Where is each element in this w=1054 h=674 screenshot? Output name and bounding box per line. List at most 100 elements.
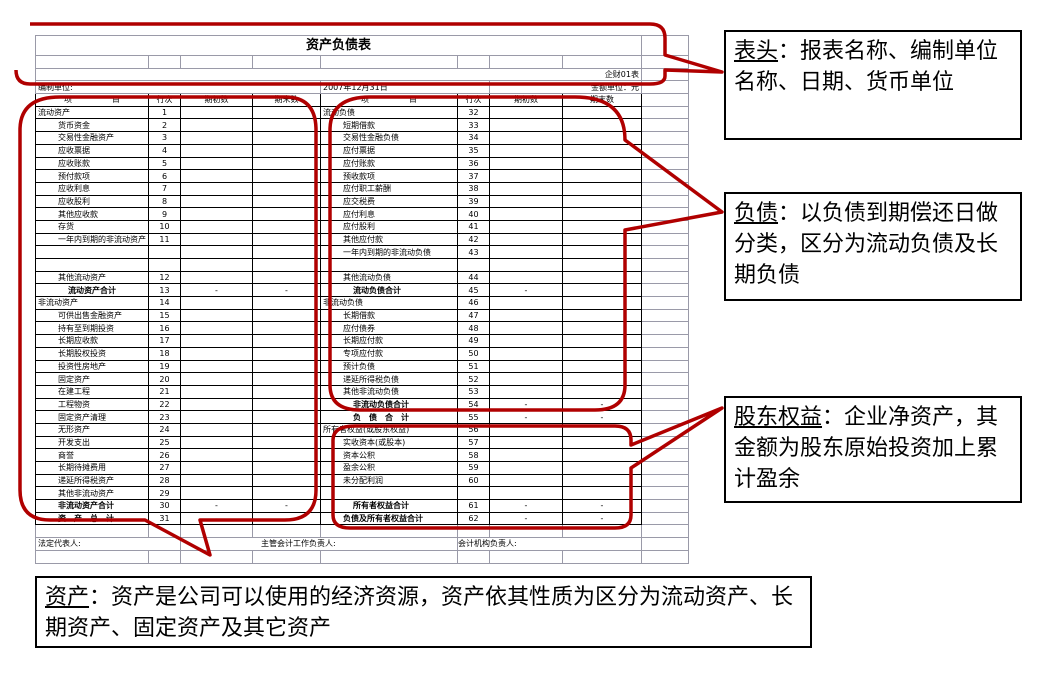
sheet-title: 资产负债表	[35, 35, 642, 56]
item-name: 存货	[35, 219, 149, 234]
line-number: 25	[148, 435, 181, 450]
item-name: 应收票据	[35, 143, 149, 158]
opening-balance	[180, 258, 253, 272]
opening-balance: -	[489, 397, 563, 412]
opening-balance	[180, 219, 253, 234]
line-number: 2	[148, 118, 181, 133]
table-row: 长期应收款 17 长期应付款 49	[35, 334, 689, 348]
opening-balance	[180, 207, 253, 221]
opening-balance	[489, 448, 563, 462]
column-header: 行次	[148, 93, 181, 107]
closing-balance	[252, 194, 321, 209]
closing-balance	[562, 359, 642, 374]
line-number: 53	[457, 384, 490, 399]
closing-balance: -	[252, 511, 321, 526]
closing-balance	[562, 346, 642, 361]
closing-balance	[252, 143, 321, 158]
column-header: 期末数	[562, 93, 642, 107]
opening-balance	[489, 194, 563, 209]
opening-balance	[180, 461, 253, 475]
closing-balance	[562, 422, 642, 437]
opening-balance	[180, 156, 253, 171]
item-name: 应收利息	[35, 181, 149, 196]
closing-balance	[252, 296, 321, 310]
closing-balance	[252, 321, 321, 336]
table-row: 流动资产 1 流动负债 32	[35, 105, 689, 120]
line-number: 38	[457, 181, 490, 196]
closing-balance	[252, 461, 321, 475]
item-name: 专项应付款	[320, 346, 458, 361]
closing-balance	[252, 118, 321, 133]
item-name: 盈余公积	[320, 461, 458, 475]
table-row: 可供出售金融资产 15 长期借款 47	[35, 308, 689, 323]
opening-balance	[180, 410, 253, 424]
closing-balance	[562, 131, 642, 145]
table-row: 应收票据 4 应付票据 35	[35, 143, 689, 158]
opening-balance	[180, 359, 253, 374]
table-row: 其他应收款 9 应付利息 40	[35, 207, 689, 221]
opening-balance	[180, 372, 253, 386]
line-number: 20	[148, 372, 181, 386]
opening-balance	[489, 296, 563, 310]
item-name: 长期待摊费用	[35, 461, 149, 475]
opening-balance	[489, 245, 563, 259]
item-name: 长期股权投资	[35, 346, 149, 361]
line-number: 34	[457, 131, 490, 145]
closing-balance	[562, 296, 642, 310]
line-number: 41	[457, 219, 490, 234]
item-name: 交易性金融负债	[320, 131, 458, 145]
column-header: 项 目	[320, 93, 458, 107]
table-row: 投资性房地产 19 预计负债 51	[35, 359, 689, 374]
closing-balance	[562, 105, 642, 120]
column-header: 期初数	[489, 93, 563, 107]
opening-balance	[180, 143, 253, 158]
closing-balance	[252, 422, 321, 437]
closing-balance	[252, 473, 321, 488]
table-row: 应收账款 5 应付账款 36	[35, 156, 689, 171]
line-number: 18	[148, 346, 181, 361]
opening-balance	[489, 346, 563, 361]
item-name: 工程物资	[35, 397, 149, 412]
closing-balance	[562, 169, 642, 183]
line-number: 46	[457, 296, 490, 310]
line-number: 36	[457, 156, 490, 171]
line-number: 45	[457, 283, 490, 298]
closing-balance	[562, 194, 642, 209]
closing-balance	[562, 372, 642, 386]
opening-balance	[489, 181, 563, 196]
closing-balance	[252, 384, 321, 399]
item-name: 流动负债合计	[320, 283, 458, 298]
closing-balance: -	[252, 283, 321, 298]
closing-balance	[562, 486, 642, 501]
item-name: 短期借款	[320, 118, 458, 133]
line-number: 35	[457, 143, 490, 158]
report-date: 2007年12月31日	[320, 80, 490, 95]
line-number: 54	[457, 397, 490, 412]
item-name: 长期应收款	[35, 334, 149, 348]
item-name: 资 产 总 计	[35, 511, 149, 526]
line-number: 59	[457, 461, 490, 475]
line-number: 33	[457, 118, 490, 133]
table-row: 在建工程 21 其他非流动负债 53	[35, 384, 689, 399]
line-number	[457, 486, 490, 501]
opening-balance	[180, 473, 253, 488]
opening-balance: -	[180, 283, 253, 298]
closing-balance	[562, 435, 642, 450]
opening-balance	[489, 422, 563, 437]
item-name	[320, 258, 458, 272]
opening-balance	[489, 131, 563, 145]
line-number: 10	[148, 219, 181, 234]
table-row: 长期待摊费用 27 盈余公积 59	[35, 461, 689, 475]
opening-balance	[489, 169, 563, 183]
opening-balance: -	[180, 511, 253, 526]
unit-label: 编制单位:	[35, 80, 321, 95]
item-name: 流动资产	[35, 105, 149, 120]
item-name: 一年内到期的非流动负债	[320, 245, 458, 259]
line-number: 9	[148, 207, 181, 221]
item-name: 在建工程	[35, 384, 149, 399]
closing-balance: -	[562, 511, 642, 526]
opening-balance	[489, 270, 563, 285]
item-name: 所有者权益(或股东权益)	[320, 422, 458, 437]
closing-balance: -	[562, 410, 642, 424]
line-number: 42	[457, 232, 490, 247]
